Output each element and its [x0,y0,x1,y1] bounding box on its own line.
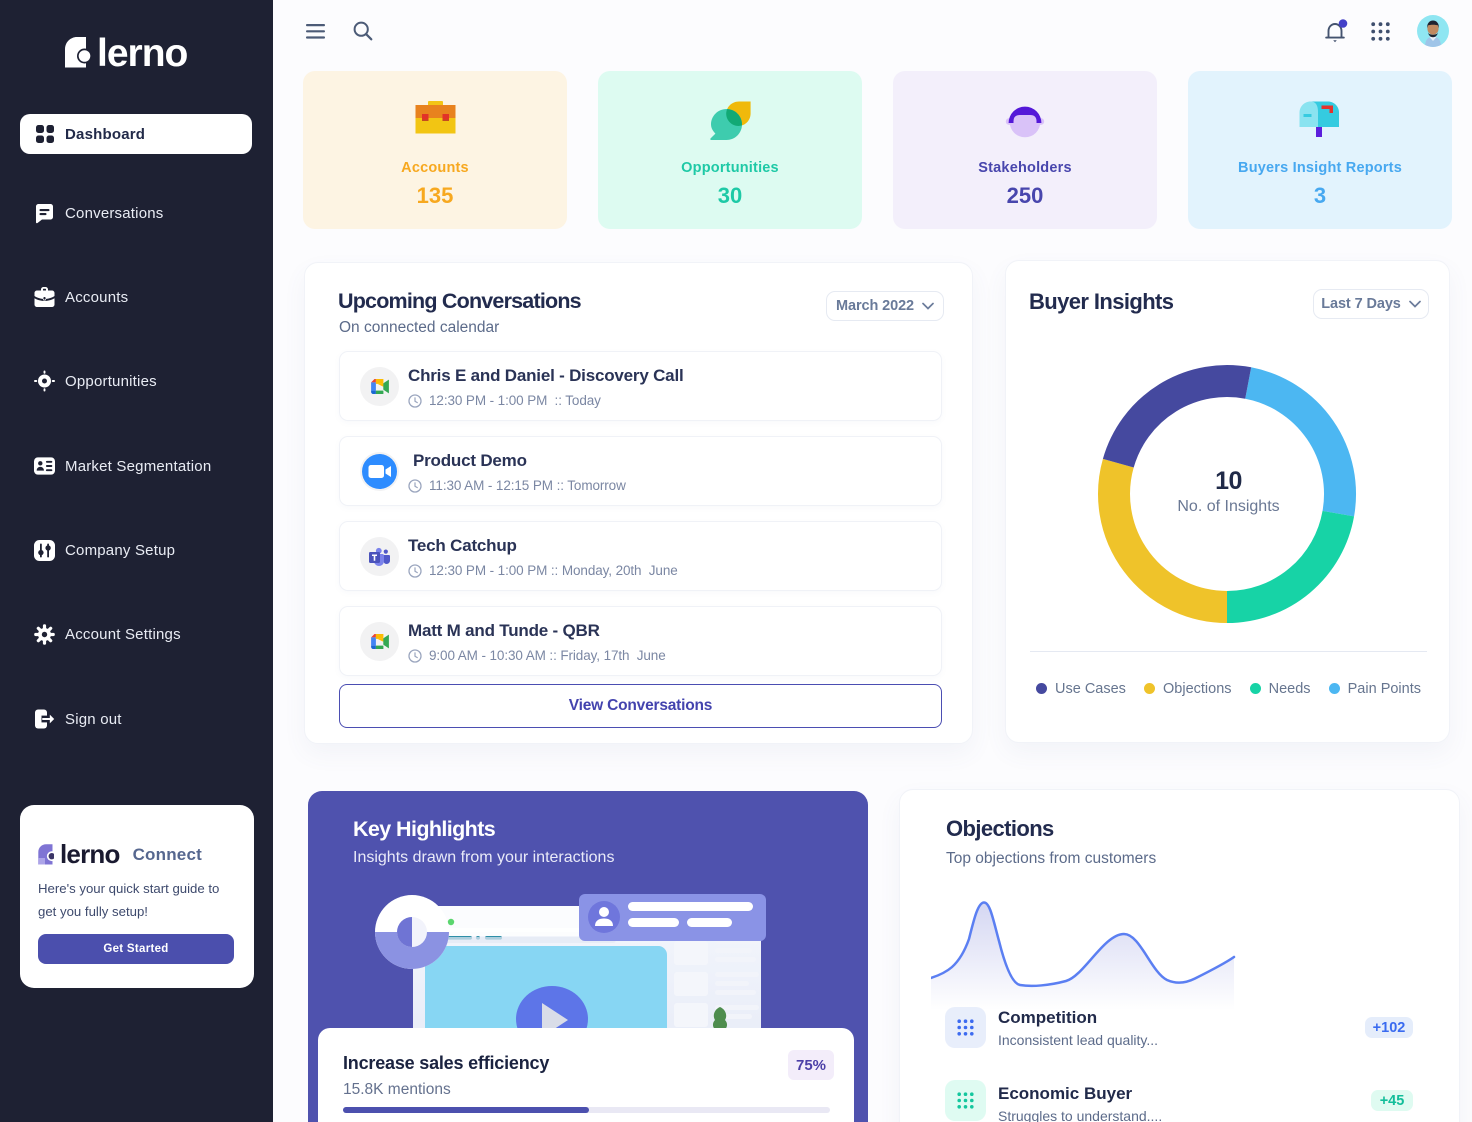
svg-text:lerno: lerno [97,37,188,68]
